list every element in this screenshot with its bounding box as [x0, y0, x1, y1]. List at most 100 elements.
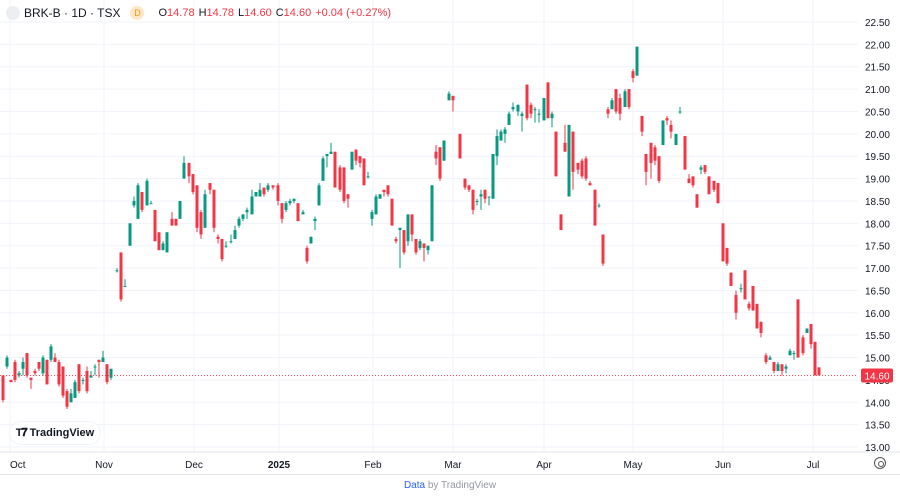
footer-text: by TradingView — [425, 480, 497, 491]
candle-down — [37, 362, 41, 369]
candle-up — [550, 113, 554, 119]
candle-down — [97, 359, 101, 363]
candle-up — [245, 209, 249, 213]
candle-up — [776, 364, 780, 371]
candle-down — [703, 165, 707, 172]
candle-down — [471, 189, 475, 210]
candle-down — [751, 285, 755, 311]
candle-up — [739, 288, 743, 290]
candle-down — [199, 212, 203, 235]
candle-down — [772, 362, 776, 371]
x-axis-tick-label: Oct — [10, 460, 26, 471]
candle-up — [378, 194, 382, 199]
candle-down — [584, 158, 588, 179]
candle-down — [262, 187, 266, 195]
candle-up — [284, 203, 288, 210]
candle-up — [442, 140, 446, 161]
y-axis-tick-label: 16.50 — [865, 286, 890, 297]
candle-down — [458, 133, 462, 159]
candle-down — [588, 183, 592, 186]
y-axis-tick-label: 16.00 — [865, 309, 890, 320]
y-axis-tick-label: 20.00 — [865, 130, 890, 141]
candle-up — [537, 113, 541, 115]
candle-down — [362, 158, 366, 186]
candle-down — [576, 162, 580, 170]
candle-down — [394, 238, 398, 242]
candle-up — [674, 133, 678, 146]
candle-down — [338, 167, 342, 190]
candle-up — [292, 198, 296, 201]
candle-up — [792, 353, 796, 355]
candle-down — [390, 198, 394, 226]
data-link[interactable]: Data — [403, 480, 426, 491]
auto-scale-settings-icon[interactable] — [874, 457, 886, 469]
candle-up — [250, 196, 254, 215]
tradingview-logo[interactable]: T𝟕 TradingView — [10, 422, 100, 444]
candle-down — [212, 189, 216, 228]
candle-down — [195, 185, 199, 228]
candle-up — [623, 91, 627, 108]
tradingview-mark-icon: T𝟕 — [15, 426, 28, 439]
candle-down — [170, 218, 174, 226]
high-value: 14.78 — [206, 7, 235, 19]
candle-down — [1, 375, 5, 401]
candle-up — [495, 136, 499, 157]
candle-up — [101, 357, 105, 363]
candle-up — [258, 189, 262, 197]
candle-up — [507, 113, 511, 125]
candle-down — [691, 176, 695, 186]
symbol-title[interactable]: BRK-B · 1D · TSX — [24, 6, 121, 20]
y-axis-tick-label: 19.50 — [865, 152, 890, 163]
y-axis-tick-label: 15.00 — [865, 354, 890, 365]
close-label: C — [275, 7, 284, 19]
candle-down — [483, 189, 487, 199]
change-value: +0.04 (+0.27%) — [315, 7, 392, 19]
candle-down — [580, 160, 584, 177]
candle-up — [370, 212, 374, 219]
x-axis-tick-label: Jun — [715, 460, 731, 471]
candle-up — [325, 153, 329, 157]
candle-down — [438, 147, 442, 179]
candle-down — [525, 84, 529, 119]
candle-up — [21, 362, 25, 369]
candle-up — [610, 100, 614, 110]
candle-up — [237, 218, 241, 226]
candle-down — [342, 167, 346, 201]
candle-down — [276, 185, 280, 201]
candle-up — [516, 104, 520, 112]
candle-up — [542, 98, 546, 121]
chart-frame[interactable]: 22.50 22.00 21.50 21.00 20.50 20.00 19.50 19.00… — [0, 0, 900, 475]
candle-down — [601, 234, 605, 264]
open-label: O — [158, 7, 168, 19]
candle-up — [41, 357, 45, 374]
candle-down — [33, 370, 37, 374]
x-axis-tick-label: Dec — [185, 460, 203, 471]
tradingview-logo-text: TradingView — [29, 427, 95, 439]
candle-down — [546, 82, 550, 119]
candle-up — [17, 373, 21, 376]
candle-down — [554, 131, 558, 177]
candle-up — [511, 107, 515, 110]
candle-down — [305, 247, 309, 262]
candle-up — [229, 241, 233, 243]
candle-down — [683, 136, 687, 170]
candle-up — [301, 212, 305, 215]
candle-down — [45, 359, 49, 385]
candle-down — [382, 189, 386, 193]
candle-down — [451, 95, 455, 101]
candle-up — [145, 180, 149, 206]
candle-down — [153, 209, 157, 242]
candle-down — [467, 185, 471, 190]
candlestick-chart[interactable]: 22.50 22.00 21.50 21.00 20.50 20.00 19.50 19.00… — [0, 0, 900, 475]
x-axis-tick-label: Feb — [364, 460, 382, 471]
candle-down — [386, 185, 390, 195]
candle-down — [743, 270, 747, 300]
candle-down — [707, 176, 711, 195]
candle-down — [571, 131, 575, 172]
candle-down — [271, 185, 275, 188]
symbol-legend: BRK-B · 1D · TSX D O 14.78 H 14.78 L 14.60 … — [6, 5, 391, 21]
candle-down — [422, 243, 426, 248]
candle-down — [669, 124, 673, 132]
delayed-data-badge[interactable]: D — [130, 6, 145, 20]
y-axis-tick-label: 21.50 — [865, 63, 890, 74]
